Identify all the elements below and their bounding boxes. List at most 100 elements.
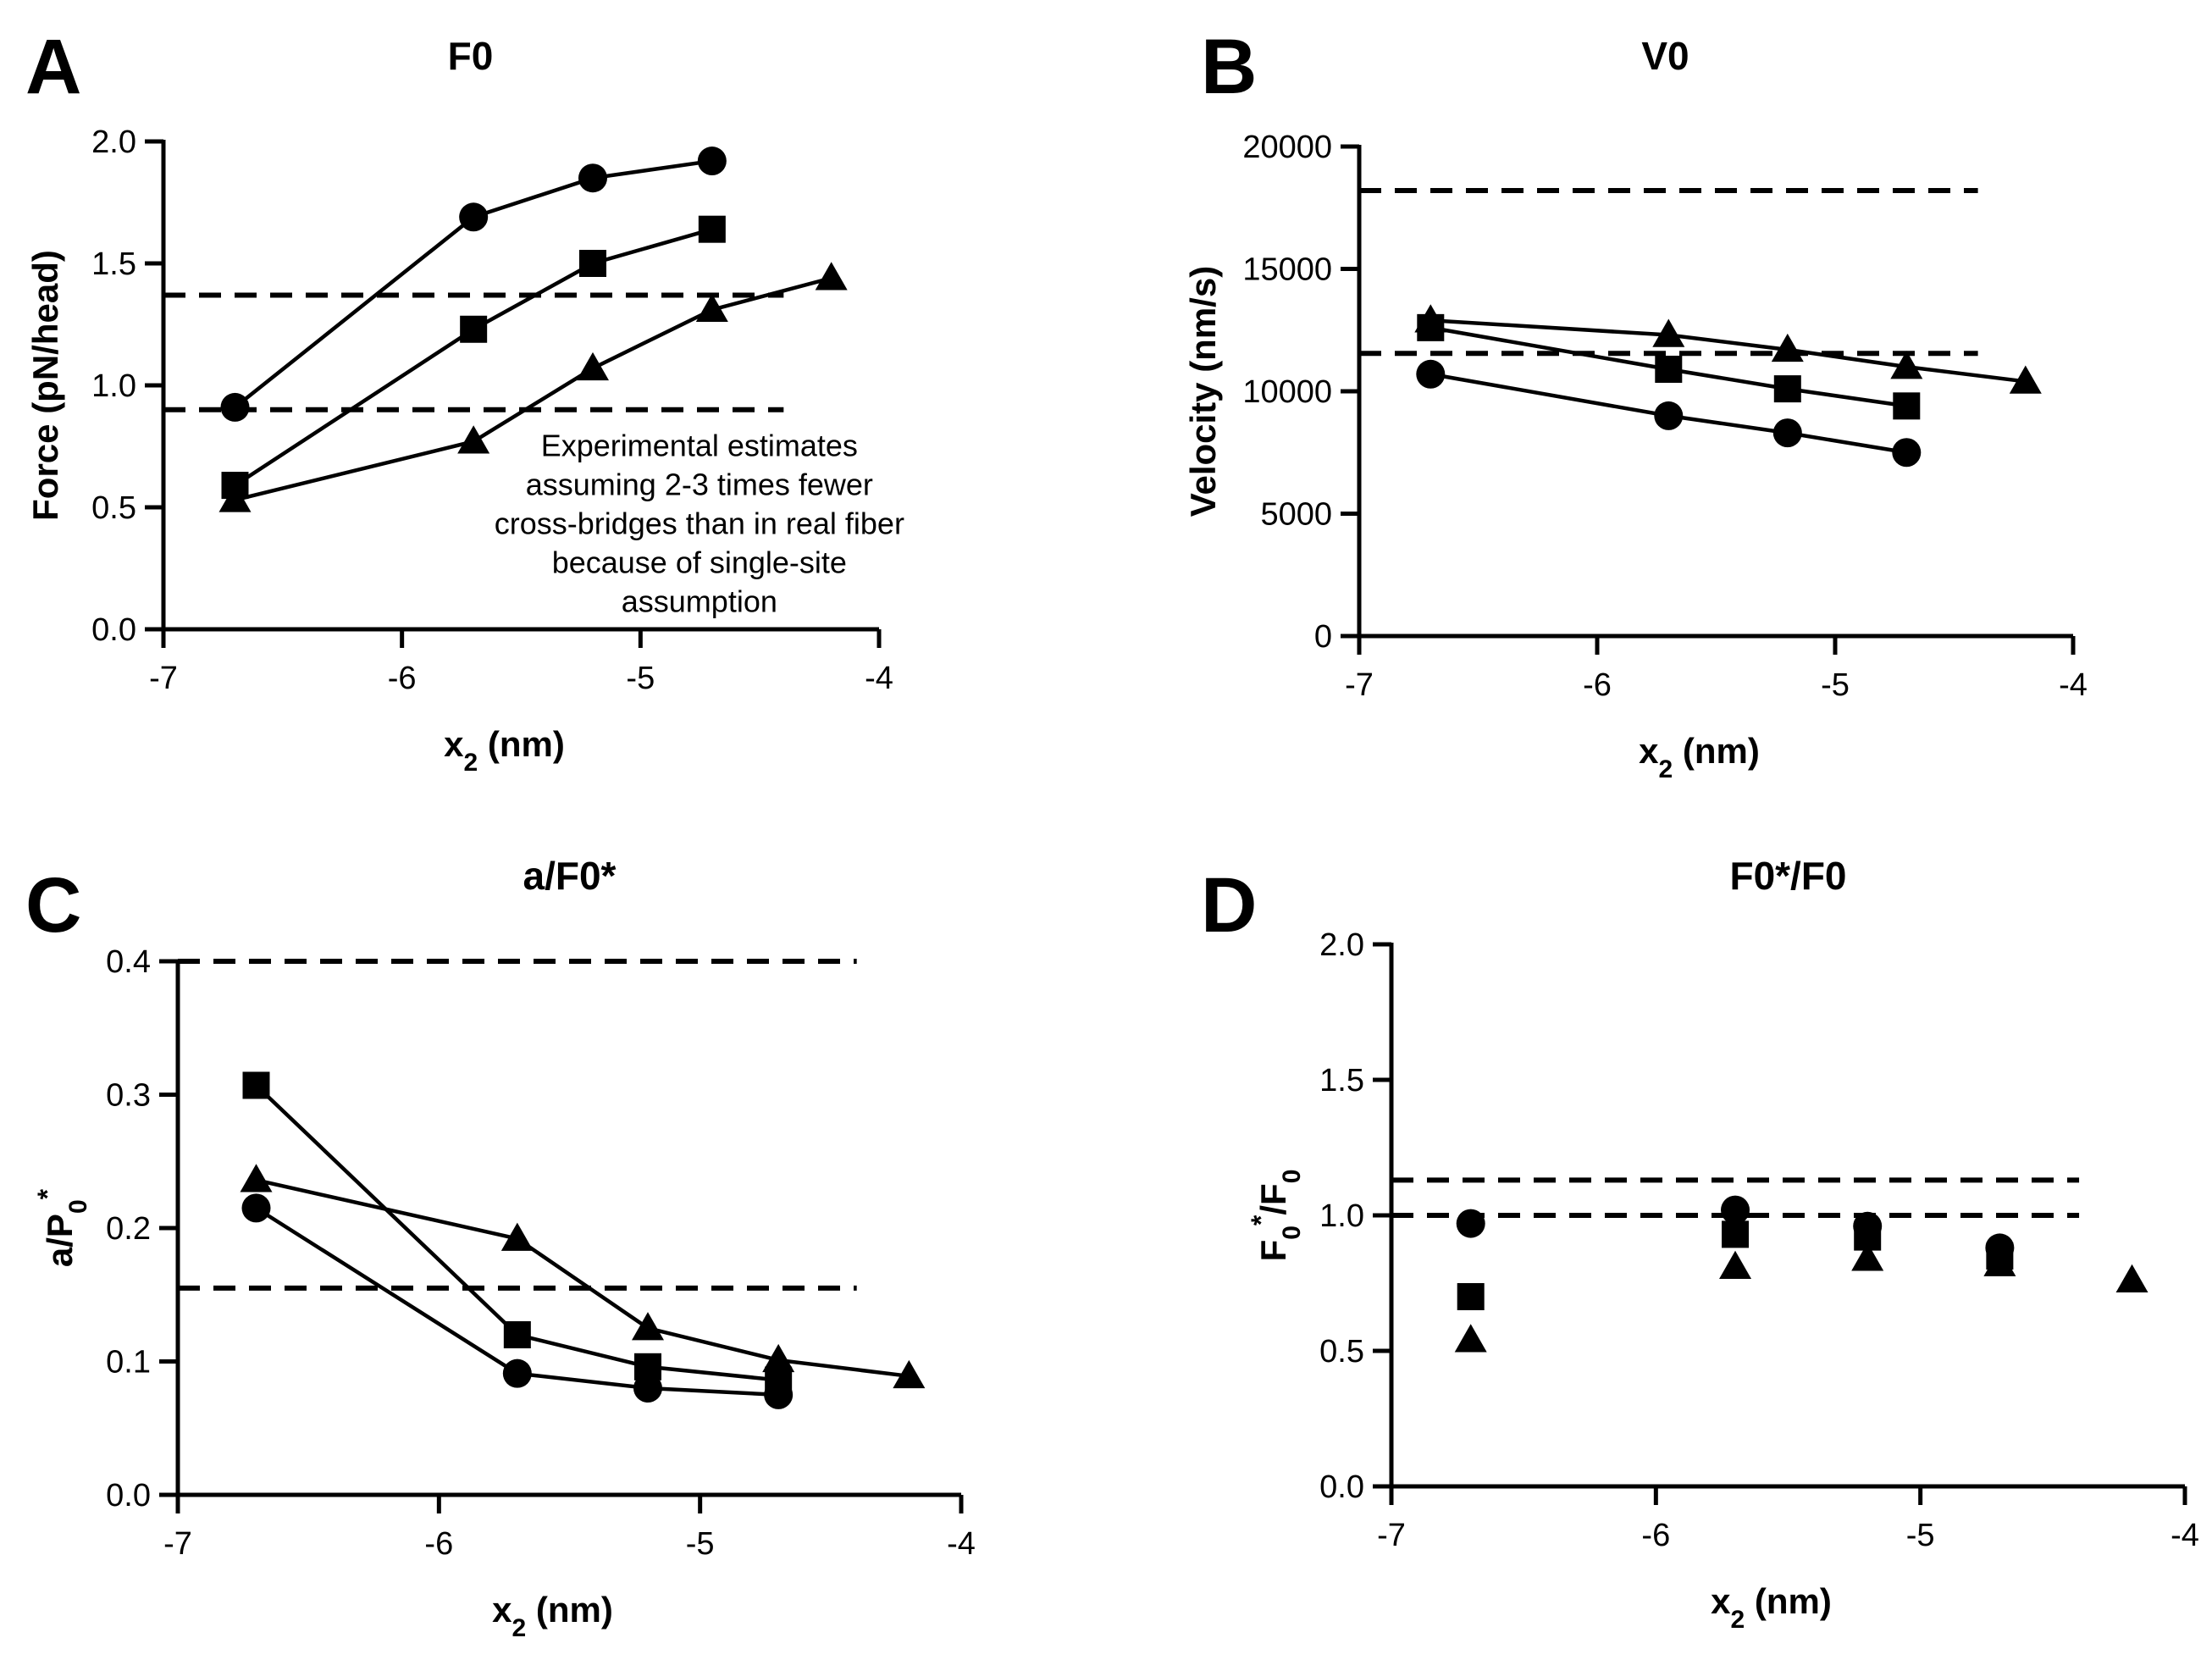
panel-title: V0 bbox=[1641, 34, 1689, 78]
x-axis-label-unit: (nm) bbox=[1673, 731, 1760, 771]
y-tick-label: 0.5 bbox=[91, 490, 136, 526]
x-axis-label-sub: 2 bbox=[512, 1614, 527, 1642]
y-tick-label: 0.0 bbox=[1319, 1469, 1364, 1505]
x-axis-label-unit: (nm) bbox=[478, 724, 565, 764]
x-tick-label: -6 bbox=[388, 661, 417, 696]
data-point-circle bbox=[241, 1193, 271, 1223]
data-point-square bbox=[698, 215, 726, 243]
x-tick-label: -7 bbox=[163, 1526, 192, 1562]
data-point-triangle bbox=[218, 484, 252, 512]
y-tick-label: 0.0 bbox=[91, 612, 136, 648]
annotation-text: because of single-site bbox=[552, 545, 847, 579]
data-point-triangle bbox=[632, 1312, 664, 1341]
panel-letter: D bbox=[1201, 862, 1257, 949]
y-axis-label: Velocity (nm/s) bbox=[1183, 266, 1223, 517]
data-point-circle bbox=[220, 392, 250, 422]
y-tick-label: 1.5 bbox=[1319, 1063, 1364, 1098]
y-tick-label: 5000 bbox=[1260, 497, 1332, 533]
data-point-circle bbox=[578, 163, 607, 193]
data-point-triangle bbox=[762, 1343, 795, 1373]
x-tick-label: -7 bbox=[149, 661, 178, 696]
data-point-triangle bbox=[457, 425, 490, 454]
annotation-text: assuming 2-3 times fewer bbox=[526, 467, 873, 501]
y-axis-label-sub: 0 bbox=[64, 1199, 92, 1214]
data-point-square bbox=[460, 315, 488, 343]
y-axis-label-main: Velocity (nm/s) bbox=[1183, 266, 1223, 517]
panel-b: B V0 0 5000 10000 15000 20000 -7 -6 -5 -4 x2 (nm) Ve… bbox=[1183, 24, 2088, 783]
x-tick-label: -5 bbox=[686, 1526, 715, 1562]
y-tick-label: 20000 bbox=[1242, 130, 1332, 165]
x-axis-label: x2 (nm) bbox=[1639, 731, 1760, 783]
x-tick-label: -4 bbox=[2171, 1518, 2199, 1553]
y-tick-label: 15000 bbox=[1242, 252, 1332, 288]
y-axis-label-main: a/P bbox=[40, 1214, 80, 1267]
series-line-triangle bbox=[256, 1178, 910, 1379]
y-tick-label: 0.4 bbox=[106, 944, 151, 980]
x-tick-label: -6 bbox=[424, 1526, 453, 1562]
data-point-triangle bbox=[500, 1222, 534, 1251]
data-point-circle bbox=[697, 147, 727, 176]
data-point-triangle bbox=[1890, 351, 1923, 379]
data-point-triangle bbox=[1771, 333, 1804, 362]
y-tick-label: 10000 bbox=[1242, 374, 1332, 410]
y-axis-label-main: F bbox=[1253, 1240, 1293, 1262]
y-tick-label: 2.0 bbox=[1319, 927, 1364, 963]
y-axis-label: a/P0* bbox=[32, 1188, 92, 1267]
data-point-triangle bbox=[815, 262, 848, 290]
data-point-circle bbox=[1772, 418, 1802, 448]
data-point-circle bbox=[502, 1358, 532, 1388]
data-point-triangle bbox=[1719, 1250, 1752, 1280]
data-point-circle bbox=[1721, 1195, 1750, 1225]
data-point-square bbox=[1893, 392, 1921, 420]
x-tick-label: -7 bbox=[1377, 1518, 1406, 1553]
y-axis-label: F0*/F0 bbox=[1246, 1170, 1306, 1262]
x-axis-label: x2 (nm) bbox=[1711, 1581, 1832, 1634]
data-point-triangle bbox=[1414, 304, 1447, 333]
x-axis-label-sub: 2 bbox=[1731, 1606, 1745, 1634]
data-point-square bbox=[1457, 1283, 1485, 1310]
panel-letter: A bbox=[25, 24, 81, 110]
x-tick-label: -4 bbox=[865, 661, 893, 696]
panel-title: F0*/F0 bbox=[1729, 854, 1846, 898]
y-tick-label: 1.0 bbox=[1319, 1198, 1364, 1234]
x-tick-label: -6 bbox=[1583, 667, 1612, 703]
series-line-circle bbox=[255, 1206, 779, 1397]
x-tick-label: -5 bbox=[626, 661, 655, 696]
y-tick-label: 1.0 bbox=[91, 368, 136, 404]
y-tick-label: 0.1 bbox=[106, 1345, 151, 1381]
x-tick-label: -4 bbox=[947, 1526, 976, 1562]
y-axis-label-sup: * bbox=[32, 1188, 63, 1199]
data-point-triangle bbox=[1851, 1242, 1884, 1271]
panel-title: F0 bbox=[448, 34, 494, 78]
y-axis-label-main: Force (pN/head) bbox=[25, 250, 65, 521]
y-tick-label: 0.0 bbox=[106, 1478, 151, 1513]
y-axis-label-rest: /F bbox=[1253, 1183, 1293, 1215]
x-tick-label: -5 bbox=[1821, 667, 1850, 703]
x-axis-label-main: x bbox=[492, 1590, 512, 1630]
y-axis-label-sub2: 0 bbox=[1278, 1170, 1306, 1184]
y-tick-label: 0.3 bbox=[106, 1078, 151, 1114]
series-line-square bbox=[234, 227, 713, 487]
panel-d: D F0*/F00.00.51.01.52.0-7 -6 -5 -4x2 (nm)F0*… bbox=[1201, 854, 2199, 1634]
y-tick-label: 0.2 bbox=[106, 1211, 151, 1247]
x-axis-label-unit: (nm) bbox=[526, 1590, 613, 1630]
data-point-triangle bbox=[2009, 365, 2042, 394]
x-tick-label: -7 bbox=[1345, 667, 1374, 703]
data-point-square bbox=[503, 1321, 531, 1348]
data-point-triangle bbox=[240, 1164, 273, 1192]
y-tick-label: 1.5 bbox=[91, 246, 136, 282]
data-point-square bbox=[1773, 375, 1801, 403]
data-point-triangle bbox=[695, 293, 728, 322]
x-axis-label-main: x bbox=[1711, 1581, 1731, 1621]
data-point-triangle bbox=[1983, 1248, 2016, 1276]
y-tick-label: 2.0 bbox=[91, 125, 136, 160]
data-point-triangle bbox=[2115, 1264, 2148, 1293]
panel-a: A F0 0.0 0.5 1.0 1.5 2.0 -7 -6 -5 -4 x2 (nm) Force (… bbox=[25, 24, 904, 777]
series-line-circle bbox=[1430, 372, 1907, 455]
x-axis-label-sub: 2 bbox=[1659, 755, 1673, 783]
x-tick-label: -6 bbox=[1641, 1518, 1670, 1553]
data-point-square bbox=[1722, 1220, 1750, 1248]
data-point-circle bbox=[1892, 438, 1922, 468]
